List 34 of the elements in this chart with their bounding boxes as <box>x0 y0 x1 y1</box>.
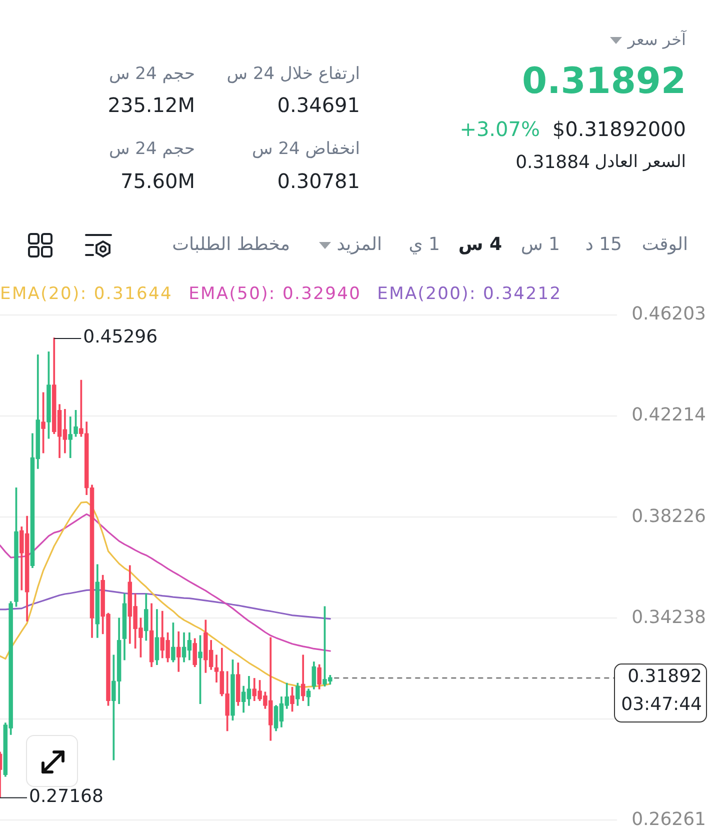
text: 0.30781 <box>277 168 360 192</box>
text: EMA(50): 0.32940 <box>188 284 362 304</box>
text: 15 د <box>585 234 622 256</box>
text: 03:47:44 <box>621 694 702 716</box>
text: 0.31892 <box>522 61 686 103</box>
text: 0.31884 <box>516 152 590 174</box>
text: +3.07% <box>460 116 540 140</box>
text: المزيد <box>336 234 382 256</box>
text: 235.12M <box>108 92 195 116</box>
text: $0.31892000 <box>552 116 686 140</box>
text: الوقت <box>642 234 688 256</box>
y-tick-label: 0.34238 <box>632 606 706 628</box>
text: انخفاض 24 س <box>252 139 360 160</box>
text: آخر سعر <box>628 30 686 50</box>
text: مخطط الطلبات <box>172 234 290 256</box>
text: 75.60M <box>120 168 195 192</box>
candlestick <box>68 416 72 458</box>
y-tick-label: 0.46203 <box>632 304 706 325</box>
text: حجم 24 س <box>109 139 195 160</box>
text: 1 س <box>520 234 560 256</box>
y-tick-label: 0.38226 <box>632 506 706 527</box>
text: 0.34691 <box>277 92 360 116</box>
annotation: 0.45296 <box>83 326 158 348</box>
annotation: 0.27168 <box>29 786 104 807</box>
text: 1 ي <box>408 234 440 256</box>
y-tick-label: 0.42214 <box>632 404 706 426</box>
text: ارتفاع خلال 24 س <box>226 64 360 85</box>
text: EMA(20): 0.31644 <box>0 284 173 304</box>
text: 4 س <box>458 234 502 256</box>
text: حجم 24 س <box>109 64 195 85</box>
text: السعر العادل <box>594 152 686 173</box>
y-tick-label: 0.26261 <box>632 808 706 830</box>
text: EMA(200): 0.34212 <box>377 284 562 304</box>
ref-line-label: 0.31892 <box>628 666 702 688</box>
